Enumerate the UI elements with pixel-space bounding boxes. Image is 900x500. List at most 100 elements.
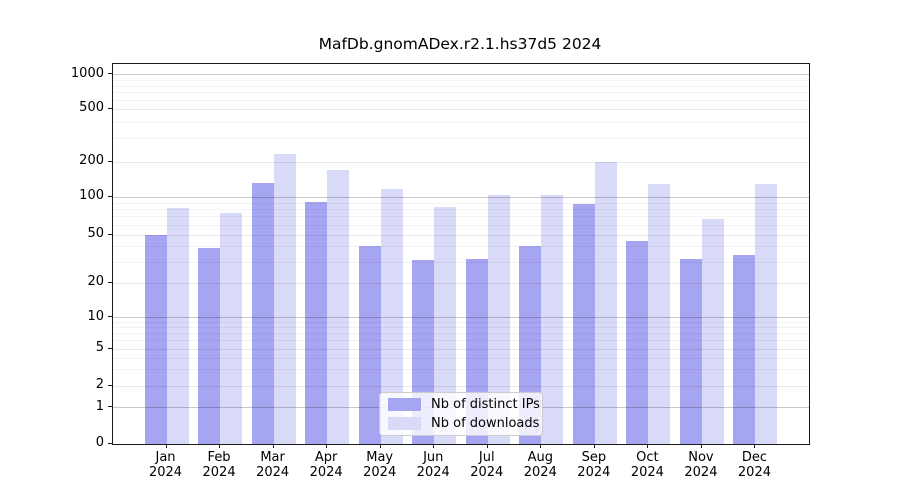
y-tick-label-200: 200 bbox=[79, 153, 104, 168]
y-tick-mark-0 bbox=[108, 442, 112, 444]
gridline-5 bbox=[113, 348, 809, 350]
gridline-800 bbox=[113, 85, 809, 87]
gridline-10 bbox=[113, 317, 809, 319]
gridline-300 bbox=[113, 138, 809, 140]
y-tick-label-5: 5 bbox=[95, 340, 104, 356]
gridline-9 bbox=[113, 321, 809, 323]
bar-downloads-jul bbox=[487, 195, 510, 444]
y-tick-mark-500 bbox=[108, 107, 112, 109]
y-tick-label-20: 20 bbox=[87, 274, 104, 290]
x-tick-mark-mar bbox=[272, 444, 274, 448]
bar-downloads-apr bbox=[327, 170, 350, 444]
bar-downloads-may bbox=[380, 188, 403, 444]
gridline-3 bbox=[113, 369, 809, 371]
gridline-70 bbox=[113, 216, 809, 218]
bar-ips-sep bbox=[572, 204, 595, 444]
x-tick-label-aug: Aug 2024 bbox=[523, 450, 557, 480]
y-tick-mark-100 bbox=[108, 195, 112, 197]
gridline-20 bbox=[113, 282, 809, 284]
legend-swatch-distinct-ips bbox=[388, 397, 421, 411]
bar-ips-dec bbox=[733, 255, 756, 444]
gridline-6 bbox=[113, 340, 809, 342]
gridline-40 bbox=[113, 246, 809, 248]
x-tick-label-sep: Sep 2024 bbox=[577, 450, 611, 480]
bar-downloads-feb bbox=[220, 212, 243, 444]
x-tick-label-may: May 2024 bbox=[363, 450, 397, 480]
y-tick-label-500: 500 bbox=[79, 100, 104, 116]
gridline-90 bbox=[113, 202, 809, 204]
legend-item-distinct-ips: Nb of distinct IPs bbox=[388, 396, 540, 413]
bar-downloads-aug bbox=[541, 194, 564, 444]
bar-ips-mar bbox=[251, 183, 274, 444]
gridline-400 bbox=[113, 121, 809, 123]
y-tick-label-10: 10 bbox=[87, 308, 104, 324]
gridline-900 bbox=[113, 79, 809, 81]
x-tick-label-jan: Jan 2024 bbox=[148, 450, 183, 480]
bar-downloads-nov bbox=[701, 219, 724, 444]
y-tick-mark-200 bbox=[108, 160, 112, 162]
gridline-4 bbox=[113, 357, 809, 359]
x-tick-mark-jun bbox=[433, 444, 435, 448]
y-tick-label-50: 50 bbox=[87, 226, 104, 241]
x-tick-mark-sep bbox=[593, 444, 595, 448]
bar-downloads-oct bbox=[648, 183, 671, 444]
bar-ips-feb bbox=[198, 248, 221, 444]
x-tick-label-oct: Oct 2024 bbox=[630, 450, 664, 480]
x-tick-label-mar: Mar 2024 bbox=[256, 450, 290, 480]
bar-ips-oct bbox=[626, 240, 649, 444]
gridline-80 bbox=[113, 208, 809, 210]
gridline-600 bbox=[113, 99, 809, 101]
bar-downloads-jan bbox=[166, 208, 189, 444]
legend-label-distinct-ips: Nb of distinct IPs bbox=[431, 396, 540, 412]
gridline-500 bbox=[113, 108, 809, 110]
x-tick-label-nov: Nov 2024 bbox=[684, 450, 718, 480]
x-tick-mark-dec bbox=[754, 444, 756, 448]
y-tick-mark-1000 bbox=[108, 73, 112, 75]
gridline-700 bbox=[113, 92, 809, 94]
y-tick-mark-20 bbox=[108, 281, 112, 283]
bar-ips-nov bbox=[679, 258, 702, 444]
gridline-60 bbox=[113, 224, 809, 226]
x-tick-label-feb: Feb 2024 bbox=[202, 450, 236, 480]
y-tick-label-1: 1 bbox=[95, 398, 104, 414]
x-tick-mark-jan bbox=[165, 444, 167, 448]
x-tick-label-dec: Dec 2024 bbox=[737, 450, 771, 480]
gridline-8 bbox=[113, 327, 809, 329]
legend-label-downloads: Nb of downloads bbox=[431, 416, 540, 432]
y-tick-mark-1 bbox=[108, 406, 112, 408]
bar-downloads-mar bbox=[273, 153, 296, 444]
x-tick-label-jun: Jun 2024 bbox=[416, 450, 450, 480]
y-tick-label-2: 2 bbox=[95, 377, 104, 392]
gridline-200 bbox=[113, 161, 809, 163]
gridline-100 bbox=[113, 196, 809, 198]
y-tick-label-1000: 1000 bbox=[70, 65, 104, 81]
x-tick-mark-apr bbox=[326, 444, 328, 448]
plot-area bbox=[112, 63, 810, 445]
y-tick-mark-2 bbox=[108, 384, 112, 386]
gridline-7 bbox=[113, 333, 809, 335]
y-tick-mark-50 bbox=[108, 233, 112, 235]
gridline-30 bbox=[113, 261, 809, 263]
y-tick-label-0: 0 bbox=[95, 435, 104, 450]
bar-ips-may bbox=[358, 245, 381, 444]
legend-item-downloads: Nb of downloads bbox=[388, 416, 539, 433]
x-tick-label-apr: Apr 2024 bbox=[309, 450, 343, 480]
y-tick-label-100: 100 bbox=[79, 188, 104, 204]
y-tick-mark-10 bbox=[108, 316, 112, 318]
x-tick-mark-nov bbox=[700, 444, 702, 448]
bar-downloads-dec bbox=[755, 184, 778, 444]
bar-downloads-jun bbox=[434, 206, 457, 444]
x-tick-mark-jul bbox=[486, 444, 488, 448]
y-tick-mark-5 bbox=[108, 347, 112, 349]
chart-title: MafDb.gnomADex.r2.1.hs37d5 2024 bbox=[318, 35, 602, 53]
chart-legend: Nb of distinct IPs Nb of downloads bbox=[379, 392, 543, 436]
x-tick-mark-may bbox=[379, 444, 381, 448]
x-tick-mark-feb bbox=[219, 444, 221, 448]
x-tick-mark-oct bbox=[647, 444, 649, 448]
x-tick-label-jul: Jul 2024 bbox=[470, 450, 504, 480]
bar-ips-jan bbox=[144, 235, 167, 444]
x-tick-mark-aug bbox=[540, 444, 542, 448]
gridline-1000 bbox=[113, 74, 809, 76]
bar-ips-apr bbox=[305, 201, 328, 444]
